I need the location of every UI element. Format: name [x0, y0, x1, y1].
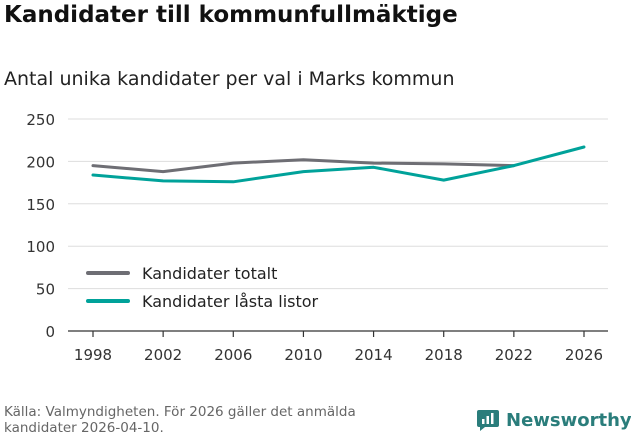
x-tick-label: 2010: [284, 346, 322, 364]
y-tick-label: 50: [36, 281, 55, 299]
x-tick-label: 2014: [354, 346, 392, 364]
y-tick-label: 100: [26, 238, 55, 256]
x-tick-label: 2002: [144, 346, 182, 364]
y-tick-label: 150: [26, 196, 55, 214]
brand-name: Newsworthy: [506, 409, 631, 431]
y-tick-label: 200: [26, 153, 55, 171]
x-tick-label: 1998: [74, 346, 112, 364]
y-tick-label: 250: [26, 111, 55, 129]
x-tick-label: 2026: [565, 346, 603, 364]
y-tick-label: 0: [45, 323, 55, 341]
x-tick-label: 2022: [495, 346, 533, 364]
series-line-totalt: [91, 158, 516, 174]
legend-label: Kandidater totalt: [142, 264, 277, 283]
line-chart: 0 50 100 150 200 250 1998 2002 2006 2010 2014 2018 2…: [26, 111, 608, 364]
chart-subtitle: Antal unika kandidater per val i Marks k…: [4, 68, 455, 90]
series-line-lasta-listor: [91, 145, 586, 184]
brand: Newsworthy: [476, 408, 631, 432]
chart-title: Kandidater till kommunfullmäktige: [4, 2, 458, 28]
x-tick-label: 2018: [425, 346, 463, 364]
source-note: Källa: Valmyndigheten. För 2026 gäller d…: [4, 404, 356, 436]
newsworthy-logo-icon: [477, 410, 499, 431]
legend-label: Kandidater låsta listor: [142, 292, 319, 311]
x-tick-label: 2006: [214, 346, 252, 364]
